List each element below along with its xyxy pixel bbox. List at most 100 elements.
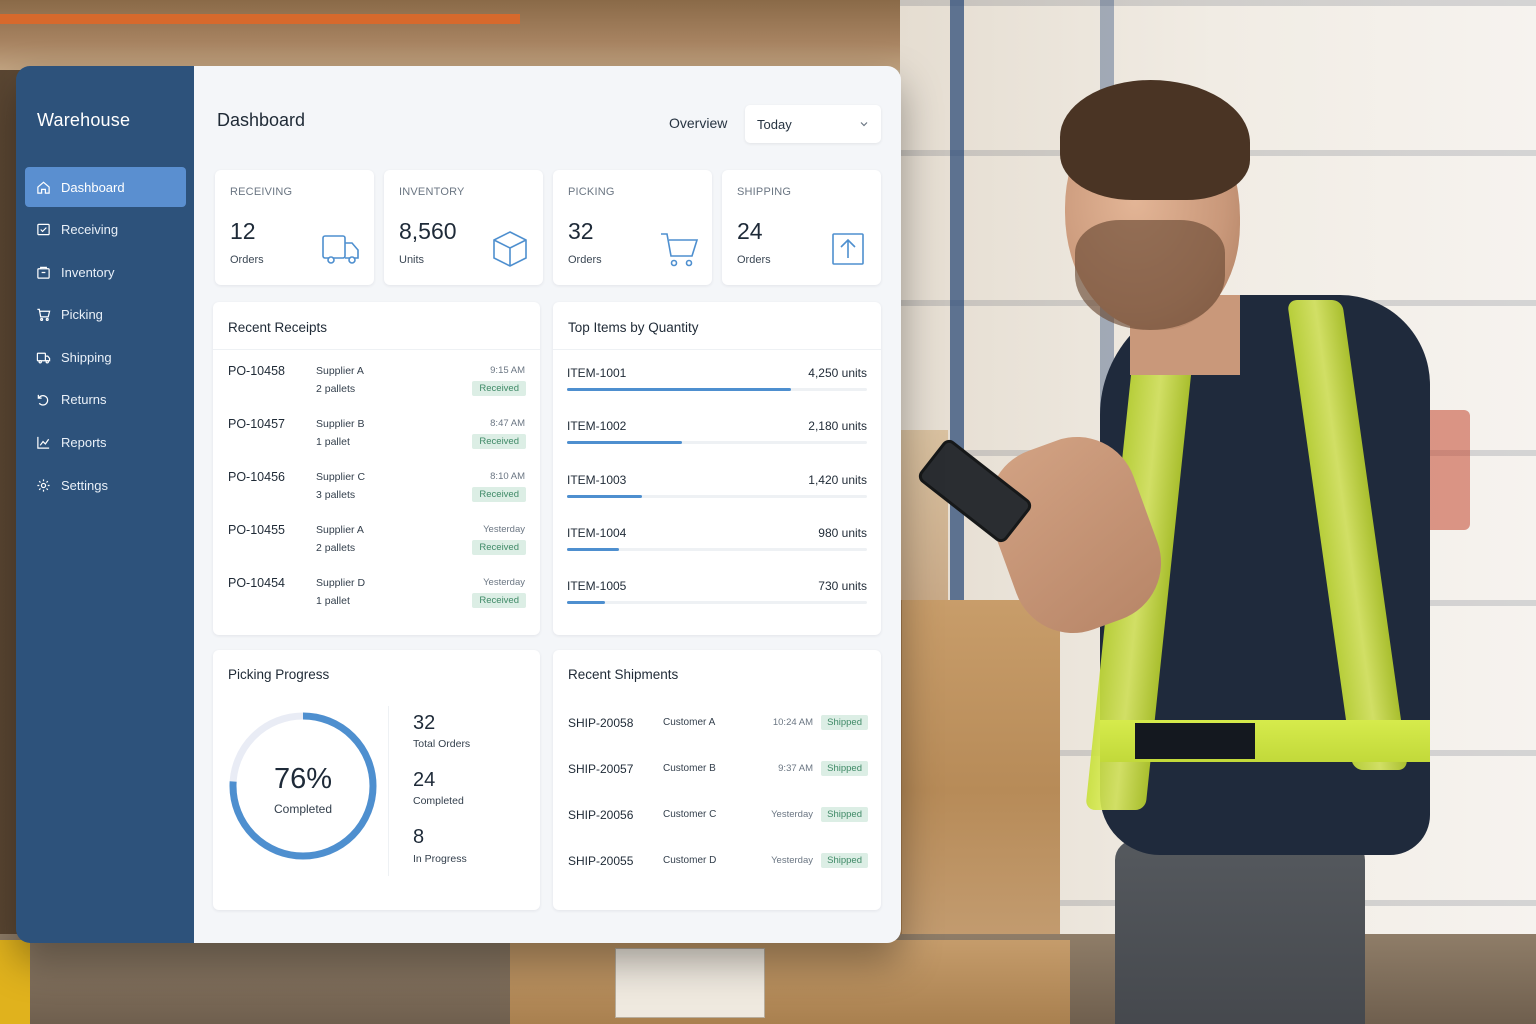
sidebar-item-settings[interactable]: Settings <box>25 465 186 505</box>
stat-card-shipping[interactable]: SHIPPING 24 Orders <box>722 170 881 285</box>
item-row[interactable]: ITEM-1002 2,180 units <box>567 419 867 449</box>
item-row[interactable]: ITEM-1001 4,250 units <box>567 366 867 396</box>
page-title: Dashboard <box>217 110 306 130</box>
progress-label: Completed <box>273 802 333 816</box>
truck-icon <box>322 235 359 264</box>
receipt-row[interactable]: PO-10456 Supplier C 3 pallets 8:10 AM Re… <box>228 470 526 512</box>
sidebar-item-receiving[interactable]: Receiving <box>25 210 186 250</box>
sidebar-item-picking[interactable]: Picking <box>25 295 186 335</box>
app-title: Warehouse <box>37 110 131 130</box>
shipment-id: SHIP-20058 <box>568 716 634 730</box>
receipt-supplier: Supplier C <box>316 471 366 483</box>
item-name: ITEM-1002 <box>567 419 627 433</box>
receipt-row[interactable]: PO-10458 Supplier A 2 pallets 9:15 AM Re… <box>228 364 526 406</box>
sidebar-item-label: Shipping <box>61 349 112 365</box>
warehouse-app: Warehouse Dashboard Receiving Inventory … <box>16 66 901 943</box>
rack-post <box>950 0 964 700</box>
yellow-post <box>0 940 30 1024</box>
cart-icon <box>661 233 699 267</box>
quantity-bar-fill <box>567 548 619 551</box>
receipt-qty: 2 pallets <box>316 542 356 554</box>
shipment-time: 9:37 AM <box>778 763 813 774</box>
shipment-row[interactable]: SHIP-20058 Customer A 10:24 AM Shipped <box>568 715 868 736</box>
sidebar-item-label: Inventory <box>61 264 115 280</box>
receipt-row[interactable]: PO-10455 Supplier A 2 pallets Yesterday … <box>228 523 526 565</box>
shipment-row[interactable]: SHIP-20055 Customer D Yesterday Shipped <box>568 853 868 874</box>
divider <box>553 349 881 350</box>
shipment-customer: Customer A <box>663 717 716 728</box>
shipment-row[interactable]: SHIP-20057 Customer B 9:37 AM Shipped <box>568 761 868 782</box>
receipt-supplier: Supplier A <box>316 524 364 536</box>
sidebar: Warehouse Dashboard Receiving Inventory … <box>16 66 194 943</box>
stat-card-receiving[interactable]: RECEIVING 12 Orders <box>215 170 374 285</box>
worker-hair <box>1060 80 1250 200</box>
shipment-customer: Customer C <box>663 809 717 820</box>
status-badge: Received <box>472 434 526 449</box>
receipt-po: PO-10454 <box>228 576 285 590</box>
in-progress-label: In Progress <box>413 853 467 865</box>
item-name: ITEM-1003 <box>567 473 627 487</box>
stat-card-inventory[interactable]: INVENTORY 8,560 Units <box>384 170 543 285</box>
receipt-po: PO-10457 <box>228 417 285 431</box>
return-icon <box>37 395 49 407</box>
shipment-row[interactable]: SHIP-20056 Customer C Yesterday Shipped <box>568 807 868 828</box>
sidebar-item-label: Receiving <box>61 222 119 238</box>
worker-legs <box>1115 840 1365 1024</box>
card-title: Picking Progress <box>228 667 330 682</box>
item-units: 1,420 units <box>808 473 867 487</box>
quantity-bar <box>567 441 867 444</box>
sidebar-item-shipping[interactable]: Shipping <box>25 337 186 377</box>
quantity-bar <box>567 388 867 391</box>
receipt-time: 8:47 AM <box>490 418 525 429</box>
period-select[interactable]: Today <box>745 105 881 143</box>
receipt-row[interactable]: PO-10457 Supplier B 1 pallet 8:47 AM Rec… <box>228 417 526 459</box>
worker-figure <box>915 40 1430 1024</box>
sidebar-item-reports[interactable]: Reports <box>25 423 186 463</box>
receiving-icon <box>37 223 50 236</box>
receipt-row[interactable]: PO-10454 Supplier D 1 pallet Yesterday R… <box>228 576 526 618</box>
stat-value: 12 <box>230 218 256 244</box>
item-row[interactable]: ITEM-1005 730 units <box>567 579 867 609</box>
stat-label: SHIPPING <box>737 186 792 198</box>
stat-label: RECEIVING <box>230 186 293 198</box>
chevron-down-icon <box>860 122 868 127</box>
item-row[interactable]: ITEM-1004 980 units <box>567 526 867 556</box>
sidebar-item-returns[interactable]: Returns <box>25 380 186 420</box>
stat-card-picking[interactable]: PICKING 32 Orders <box>553 170 712 285</box>
status-badge: Shipped <box>821 761 868 776</box>
total-orders-value: 32 <box>413 712 436 734</box>
status-badge: Shipped <box>821 807 868 822</box>
top-items-card: Top Items by Quantity ITEM-1001 4,250 un… <box>553 302 881 635</box>
stat-sub: Orders <box>230 254 264 266</box>
quantity-bar-fill <box>567 601 606 604</box>
inventory-icon <box>37 266 50 279</box>
quantity-bar <box>567 601 867 604</box>
period-select-value: Today <box>757 116 792 132</box>
quantity-bar-fill <box>567 441 682 444</box>
quantity-bar <box>567 548 867 551</box>
receipt-time: 9:15 AM <box>490 365 525 376</box>
receipt-po: PO-10458 <box>228 364 285 378</box>
card-title: Recent Shipments <box>568 667 679 682</box>
receipt-qty: 2 pallets <box>316 383 356 395</box>
item-name: ITEM-1001 <box>567 366 627 380</box>
receipt-supplier: Supplier A <box>316 365 364 377</box>
shipment-id: SHIP-20056 <box>568 808 634 822</box>
sidebar-item-dashboard[interactable]: Dashboard <box>25 167 186 207</box>
recent-receipts-card: Recent Receipts PO-10458 Supplier A 2 pa… <box>213 302 540 635</box>
box-icon <box>493 231 527 267</box>
shipment-customer: Customer D <box>663 855 717 866</box>
sidebar-item-label: Picking <box>61 307 103 323</box>
main-content: Dashboard Overview Today RECEIVING 12 Or… <box>194 66 901 943</box>
status-badge: Shipped <box>821 853 868 868</box>
status-badge: Shipped <box>821 715 868 730</box>
receipt-supplier: Supplier B <box>316 418 365 430</box>
sidebar-item-inventory[interactable]: Inventory <box>25 252 186 292</box>
item-units: 2,180 units <box>808 419 867 433</box>
receipt-qty: 3 pallets <box>316 489 356 501</box>
receipt-time: 8:10 AM <box>490 471 525 482</box>
stat-value: 32 <box>568 218 594 244</box>
quantity-bar-fill <box>567 388 791 391</box>
item-row[interactable]: ITEM-1003 1,420 units <box>567 473 867 503</box>
progress-percent: 76% <box>273 763 333 795</box>
